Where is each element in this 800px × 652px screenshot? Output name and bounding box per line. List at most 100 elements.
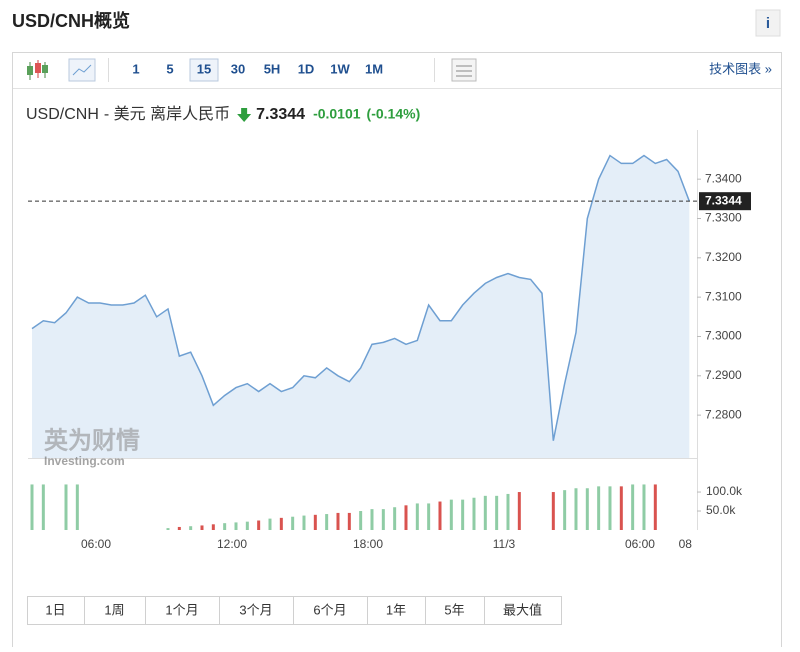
technical-chart-link[interactable]: 技术图表 » [709,61,772,76]
volume-bar [200,525,204,530]
volume-bar [302,515,306,530]
range-label: 1个月 [165,602,198,617]
y-tick-label: 7.2800 [705,407,742,421]
last-price-tag [699,192,751,211]
volume-bar [551,492,555,530]
volume-bar [381,509,385,530]
range-label: 1周 [104,602,124,617]
last-price-label: 7.3344 [705,193,742,207]
down-arrow [237,108,252,122]
volume-bar [64,484,68,530]
volume-bar [257,520,261,530]
y-tick-label: 7.3200 [705,250,742,264]
range-label: 1日 [45,602,65,617]
range-button[interactable] [219,596,294,625]
price-line [31,154,691,441]
volume-bar [75,484,79,530]
volume-bar [472,497,476,530]
page-title: USD/CNH概览 [12,10,130,31]
volume-tick-label: 100.0k [706,484,743,498]
volume-bar [211,524,215,530]
volume-bar [427,503,431,530]
watermark-brand: 英为财情 [44,427,140,454]
volume-bar [268,518,272,530]
range-label: 3个月 [239,602,272,617]
area-icon[interactable] [68,58,96,82]
volume-bar [574,488,578,530]
volume-bar [483,495,487,530]
range-label: 5年 [444,602,464,617]
quote-price: 7.3344 [256,106,305,123]
volume-bar [223,523,227,530]
volume-bar [347,512,351,530]
volume-bar [631,484,635,530]
interval-selected [189,58,219,82]
range-button[interactable] [293,596,368,625]
quote-change: -0.0101 [313,106,361,122]
interval-button[interactable]: 15 [197,61,211,76]
volume-bar [393,507,397,530]
quote-change-percent: (-0.14%) [367,106,421,122]
volume-bar [313,514,317,530]
volume-bar [30,484,34,530]
interval-button[interactable]: 1M [365,61,383,76]
volume-bar [279,517,283,530]
interval-button[interactable]: 1W [330,61,350,76]
interval-button[interactable]: 1D [298,61,315,76]
volume-bar [325,514,329,530]
info-button[interactable] [755,9,781,37]
range-label: 6个月 [313,602,346,617]
interval-button[interactable]: 1 [132,61,139,76]
range-button[interactable] [367,596,426,625]
volume-bar [177,526,181,530]
y-tick-label: 7.3100 [705,289,742,303]
volume-bar [449,499,453,530]
interval-button[interactable]: 5 [166,61,173,76]
area-icon-line [72,64,92,76]
volume-bar [642,484,646,530]
volume-bar [415,503,419,530]
price-area [32,155,690,459]
y-tick-label: 7.2900 [705,368,742,382]
volume-bar [438,501,442,530]
x-tick-label: 18:00 [353,537,383,551]
volume-bar [336,512,340,530]
volume-bar [359,511,363,530]
volume-bar [495,495,499,530]
volume-bar [585,488,589,530]
volume-bar [563,490,567,530]
y-tick-label: 7.3300 [705,211,742,225]
x-tick-label: 08 [679,537,693,551]
interval-button[interactable]: 30 [231,61,245,76]
quote-symbol: USD/CNH [26,106,99,123]
volume-bar [608,486,612,530]
candle-icon[interactable] [27,60,48,80]
volume-bar [404,505,408,530]
volume-bar [370,509,374,530]
range-button[interactable] [84,596,146,625]
table-icon[interactable] [451,58,477,82]
volume-bar [653,484,657,530]
interval-button[interactable]: 5H [264,61,281,76]
quote-name: - 美元 离岸人民币 [104,105,230,123]
range-button[interactable] [425,596,485,625]
volume-bar [461,499,465,530]
volume-bar [597,486,601,530]
volume-tick-label: 50.0k [706,503,736,517]
x-tick-label: 12:00 [217,537,247,551]
volume-bar [506,493,510,530]
volume-bar [234,522,238,530]
range-button[interactable] [484,596,562,625]
range-button[interactable] [27,596,85,625]
volume-bar [517,492,521,530]
volume-bar [291,516,295,530]
volume-bar [189,526,193,530]
range-label: 最大值 [503,602,542,617]
x-tick-label: 06:00 [625,537,655,551]
volume-bar [166,528,170,530]
y-tick-label: 7.3400 [705,171,742,185]
x-tick-label: 06:00 [81,537,111,551]
x-tick-label: 11/3 [493,537,516,551]
